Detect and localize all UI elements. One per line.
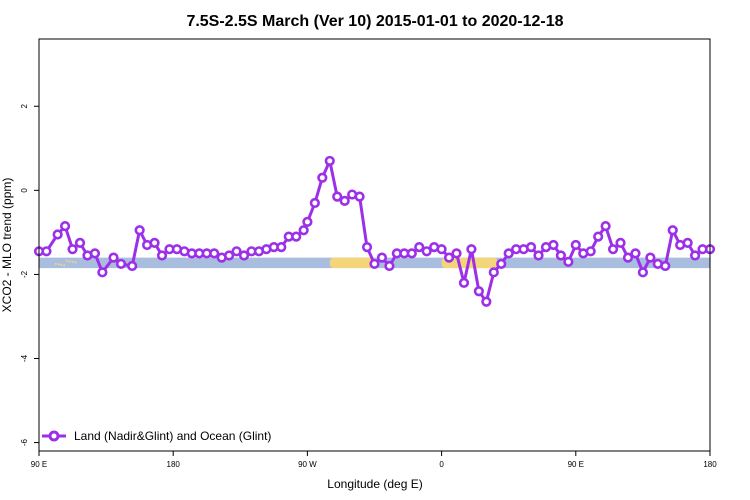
data-point <box>473 286 484 297</box>
data-point <box>332 191 343 202</box>
island-speck <box>71 260 74 263</box>
data-point <box>622 252 634 263</box>
data-point <box>436 244 447 255</box>
island-speck <box>60 263 63 266</box>
data-point <box>89 248 101 259</box>
data-point <box>645 252 656 263</box>
y-tick-label: 2 <box>20 103 29 108</box>
data-point <box>149 237 160 248</box>
data-point <box>458 277 470 288</box>
data-point <box>414 242 425 253</box>
plot-frame <box>38 38 711 452</box>
data-point <box>231 246 242 257</box>
series-layer <box>33 155 716 307</box>
island-speck <box>74 261 77 264</box>
chart-title: 7.5S-2.5S March (Ver 10) 2015-01-01 to 2… <box>186 13 563 30</box>
data-point <box>298 225 309 236</box>
y-tick-label: -4 <box>20 354 29 362</box>
data-point <box>496 258 507 270</box>
data-point <box>607 244 619 255</box>
data-point <box>481 296 492 307</box>
data-point <box>421 246 432 257</box>
data-point <box>384 260 395 272</box>
data-point <box>209 248 220 259</box>
data-point <box>369 258 380 270</box>
data-point <box>127 260 138 272</box>
island-speck <box>68 260 71 263</box>
y-tick-label: -2 <box>20 270 29 278</box>
data-point <box>97 267 108 278</box>
data-point <box>600 220 611 232</box>
x-axis: 90 E 180 90 W 0 90 E 180 <box>31 451 717 469</box>
y-tick-label: 0 <box>20 188 29 193</box>
data-point <box>682 237 693 248</box>
data-point <box>451 248 462 259</box>
data-point <box>224 250 235 261</box>
data-point <box>52 229 63 240</box>
data-point <box>324 155 335 167</box>
data-point <box>156 250 168 261</box>
data-point <box>570 239 581 251</box>
x-tick-label: 90 E <box>31 460 47 469</box>
x-axis-label: Longitude (deg E) <box>327 477 422 491</box>
data-point <box>41 246 52 257</box>
data-point <box>533 250 544 261</box>
land-band <box>329 257 377 269</box>
legend-marker <box>48 430 60 442</box>
data-point <box>660 260 671 272</box>
y-tick-label: -6 <box>20 438 29 446</box>
legend-label: Land (Nadir&Glint) and Ocean (Glint) <box>74 429 271 443</box>
data-point <box>354 191 365 202</box>
data-point <box>67 244 78 255</box>
data-point <box>134 225 145 236</box>
data-point <box>406 248 417 259</box>
data-point <box>59 220 71 232</box>
data-point <box>563 256 574 267</box>
data-point <box>488 267 499 278</box>
legend: Land (Nadir&Glint) and Ocean (Glint) <box>42 429 271 443</box>
island-speck <box>65 259 68 262</box>
data-point <box>302 216 313 227</box>
y-axis: 2 0 -2 -4 -6 <box>20 103 39 446</box>
data-point <box>376 252 388 263</box>
island-speck <box>57 263 60 266</box>
x-tick-label: 90 W <box>298 460 317 469</box>
data-point <box>615 237 626 248</box>
data-point <box>74 237 86 248</box>
x-tick-label: 0 <box>439 460 444 469</box>
island-speck <box>54 262 57 265</box>
data-point <box>361 242 373 253</box>
data-point <box>630 248 641 259</box>
data-point <box>108 252 119 263</box>
x-tick-label: 180 <box>703 460 717 469</box>
y-axis-label: XCO2 - MLO trend (ppm) <box>0 178 14 313</box>
data-point <box>339 195 350 206</box>
data-point <box>115 258 127 270</box>
data-point <box>689 250 701 261</box>
data-point <box>309 197 320 209</box>
x-tick-label: 180 <box>167 460 181 469</box>
data-point <box>525 242 537 253</box>
island-speck <box>63 264 66 267</box>
data-point <box>317 172 328 183</box>
data-point <box>555 250 566 261</box>
x-tick-label: 90 E <box>568 460 584 469</box>
data-point <box>667 225 678 236</box>
data-point <box>443 252 455 263</box>
data-point <box>593 231 604 242</box>
data-point <box>548 239 559 251</box>
data-point <box>276 242 287 253</box>
data-point <box>291 231 302 242</box>
data-point <box>238 250 250 261</box>
data-point <box>466 244 477 255</box>
data-point <box>585 246 596 257</box>
data-point <box>637 267 649 278</box>
data-point <box>503 248 514 259</box>
